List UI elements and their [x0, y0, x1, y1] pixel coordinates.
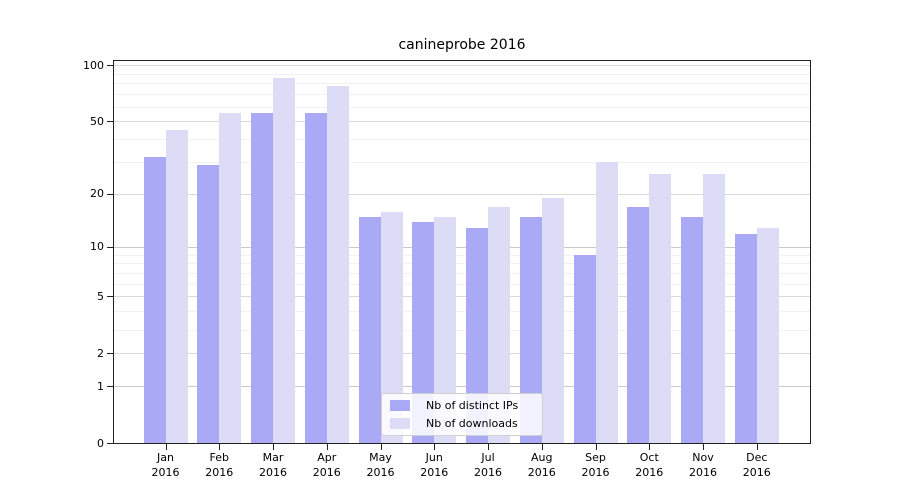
bar-downloads-dec: [756, 227, 779, 444]
minor-gridline: [113, 106, 811, 108]
x-tick-label: Jun 2016: [420, 451, 449, 479]
x-tick-mark: [649, 444, 651, 450]
x-tick-label: Oct 2016: [635, 451, 664, 479]
legend-label: Nb of downloads: [426, 417, 518, 430]
y-tick-label: 20: [90, 187, 104, 201]
bar-downloads-nov: [703, 173, 725, 444]
x-tick-label: Nov 2016: [689, 451, 717, 479]
bar-downloads-jan: [165, 130, 188, 444]
bar-ips-jul: [466, 227, 488, 444]
x-tick-label: Aug 2016: [527, 451, 556, 479]
major-gridline: [113, 353, 811, 355]
legend-swatch: [390, 400, 410, 411]
bar-ips-may: [358, 216, 381, 444]
major-gridline: [113, 386, 811, 388]
major-gridline: [113, 193, 811, 195]
bar-downloads-jun: [434, 216, 457, 444]
bar-ips-nov: [681, 216, 703, 444]
legend-label: Nb of distinct IPs: [426, 399, 519, 412]
bar-downloads-mar: [273, 78, 295, 444]
y-tick-label: 1: [97, 379, 104, 393]
y-tick-mark: [107, 246, 113, 248]
y-tick-label: 50: [90, 114, 104, 128]
x-tick-mark: [541, 444, 543, 450]
y-tick-mark: [107, 121, 113, 123]
minor-gridline: [113, 311, 811, 313]
bar-downloads-oct: [649, 173, 672, 444]
legend-row: Nb of downloads: [390, 417, 534, 430]
x-tick-mark: [165, 444, 167, 450]
bar-downloads-jul: [488, 206, 510, 444]
minor-gridline: [113, 161, 811, 163]
x-tick-mark: [219, 444, 221, 450]
minor-gridline: [113, 329, 811, 331]
y-tick-mark: [107, 65, 113, 67]
bar-downloads-sep: [595, 162, 618, 444]
y-tick-label: 0: [97, 436, 104, 450]
x-tick-mark: [434, 444, 436, 450]
y-tick-label: 5: [97, 289, 104, 303]
y-tick-mark: [107, 386, 113, 388]
x-tick-mark: [273, 444, 274, 450]
bar-ips-aug: [519, 216, 542, 444]
minor-gridline: [113, 139, 811, 141]
major-gridline: [113, 121, 811, 123]
x-tick-mark: [326, 444, 328, 450]
bar-ips-oct: [627, 206, 650, 444]
y-tick-label: 10: [90, 240, 104, 254]
chart-title: canineprobe 2016: [398, 37, 526, 53]
legend-swatch: [390, 418, 410, 429]
minor-gridline: [113, 283, 811, 285]
y-tick-mark: [107, 443, 113, 444]
bar-ips-mar: [251, 112, 273, 444]
bar-downloads-may: [380, 211, 403, 444]
minor-gridline: [113, 254, 811, 256]
legend: Nb of distinct IPs Nb of downloads: [381, 393, 543, 436]
x-tick-label: Jan 2016: [151, 451, 180, 479]
bar-downloads-aug: [541, 198, 564, 444]
x-tick-label: Mar 2016: [259, 451, 287, 479]
x-tick-mark: [380, 444, 382, 450]
bar-ips-dec: [734, 233, 757, 444]
major-gridline: [113, 296, 811, 298]
minor-gridline: [113, 83, 811, 85]
bar-ips-apr: [304, 112, 327, 444]
bar-ips-feb: [197, 165, 220, 444]
minor-gridline: [113, 73, 811, 75]
x-tick-label: May 2016: [366, 451, 395, 479]
x-tick-mark: [595, 444, 597, 450]
bar-ips-jun: [412, 221, 435, 444]
y-tick-label: 2: [97, 346, 104, 360]
x-tick-label: Feb 2016: [205, 451, 234, 479]
x-tick-mark: [756, 444, 758, 450]
y-tick-label: 100: [83, 58, 104, 72]
bar-ips-sep: [573, 255, 596, 444]
legend-row: Nb of distinct IPs: [390, 399, 534, 412]
minor-gridline: [113, 272, 811, 274]
major-gridline: [113, 65, 811, 67]
major-gridline: [113, 246, 811, 248]
bar-downloads-feb: [219, 112, 242, 444]
x-tick-label: Sep 2016: [581, 451, 610, 479]
y-tick-mark: [107, 193, 113, 195]
x-tick-label: Dec 2016: [742, 451, 771, 479]
bar-ips-jan: [143, 157, 166, 444]
x-tick-mark: [488, 444, 489, 450]
x-tick-mark: [703, 444, 704, 450]
minor-gridline: [113, 94, 811, 96]
x-tick-label: Jul 2016: [474, 451, 502, 479]
bar-downloads-apr: [326, 85, 349, 444]
y-tick-mark: [107, 353, 113, 355]
x-tick-label: Apr 2016: [312, 451, 341, 479]
minor-gridline: [113, 263, 811, 265]
y-tick-mark: [107, 296, 113, 298]
plot-area: [113, 60, 811, 444]
